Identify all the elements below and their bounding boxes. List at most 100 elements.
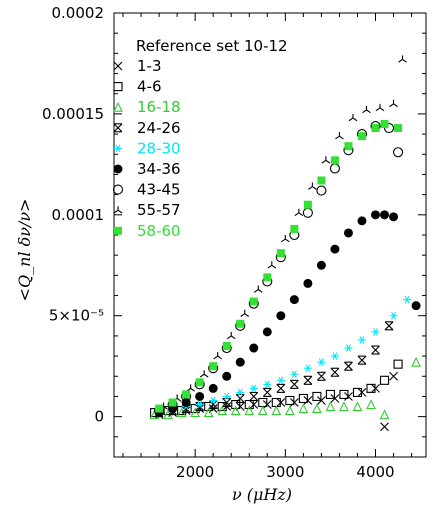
data-point	[389, 371, 398, 381]
data-point	[316, 185, 327, 196]
data-point	[240, 309, 250, 317]
data-point	[394, 124, 403, 133]
data-point	[343, 228, 353, 238]
legend-label: 28-30	[137, 139, 181, 157]
data-point	[209, 396, 218, 405]
data-point	[335, 132, 344, 140]
data-point	[271, 397, 281, 408]
data-point	[244, 399, 254, 410]
data-point	[262, 387, 272, 397]
data-point	[208, 383, 218, 393]
data-point	[249, 384, 258, 393]
data-point	[380, 210, 390, 220]
data-point	[411, 356, 421, 367]
data-point	[213, 352, 223, 360]
data-point	[362, 105, 371, 114]
data-point	[393, 359, 403, 369]
data-point	[276, 376, 285, 385]
data-point	[236, 388, 245, 397]
data-point	[226, 331, 236, 340]
legend-label: 24-26	[137, 119, 181, 137]
data-point	[357, 132, 366, 141]
data-point	[222, 392, 231, 401]
data-point	[289, 379, 299, 389]
y-tick-label: 0.00015	[42, 105, 104, 123]
data-point	[321, 156, 331, 164]
legend-marker-55-57	[113, 206, 123, 214]
y-tick-label: 0.0001	[52, 206, 105, 224]
data-point	[203, 407, 214, 418]
data-point	[195, 401, 205, 412]
data-point	[317, 371, 326, 381]
data-point	[348, 113, 358, 122]
legend-label: 4-6	[137, 78, 162, 96]
data-point	[290, 224, 299, 233]
legend-marker-24-26	[113, 123, 123, 133]
data-point	[303, 200, 312, 209]
data-point	[357, 216, 367, 226]
data-point	[303, 364, 312, 372]
legend-label: 43-45	[137, 181, 181, 199]
axis-ticks: 2000 3000 4000 0 5×10⁻⁵ 0.0001 0.00015 0.0002	[42, 4, 426, 481]
data-point	[236, 319, 245, 328]
data-point	[330, 156, 339, 165]
data-point	[230, 405, 241, 416]
data-point	[267, 261, 277, 269]
data-point	[398, 55, 407, 63]
data-point	[195, 391, 205, 401]
data-point	[298, 403, 309, 414]
data-point	[271, 405, 282, 416]
data-point	[352, 401, 363, 412]
x-tick-label: 3000	[266, 463, 304, 481]
data-point	[182, 390, 191, 399]
data-point	[155, 404, 164, 413]
data-point	[379, 375, 390, 385]
data-point	[303, 278, 313, 288]
data-point	[263, 380, 272, 389]
data-point	[339, 389, 349, 399]
legend-marker-28-30	[114, 144, 122, 153]
data-point	[168, 398, 177, 407]
data-point	[371, 328, 380, 336]
legend-label: 16-18	[137, 98, 181, 116]
data-point	[366, 383, 376, 393]
data-point	[344, 142, 353, 151]
data-point	[204, 401, 214, 412]
data-point	[339, 401, 349, 412]
data-point	[235, 357, 245, 367]
data-point	[298, 393, 308, 404]
data-point	[316, 260, 326, 270]
data-point	[330, 244, 340, 254]
data-point	[344, 361, 353, 371]
data-point	[357, 336, 366, 344]
legend-label: 1-3	[137, 57, 162, 75]
data-point	[302, 207, 313, 218]
x-tick-label: 4000	[356, 463, 394, 481]
data-point	[262, 327, 272, 337]
legend-marker-58-60	[114, 226, 122, 235]
data-point	[222, 371, 232, 381]
data-point	[371, 210, 381, 220]
data-point	[249, 391, 259, 402]
data-point	[325, 401, 336, 412]
data-points	[149, 55, 421, 432]
data-point	[244, 405, 255, 416]
data-point	[235, 393, 245, 404]
legend-marker-4-6	[113, 82, 123, 92]
legend-marker-1-3	[113, 61, 123, 71]
data-point	[371, 124, 380, 133]
data-point	[383, 122, 395, 134]
data-point	[389, 99, 398, 108]
data-point	[217, 405, 228, 416]
data-point	[330, 352, 339, 360]
data-point	[371, 345, 380, 355]
data-point	[308, 182, 317, 190]
data-point	[281, 235, 290, 243]
data-point	[352, 387, 363, 397]
data-point	[276, 383, 286, 393]
data-point	[357, 355, 367, 365]
y-tick-label: 0.0002	[52, 4, 105, 22]
data-point	[325, 389, 335, 399]
series-43-45	[154, 120, 404, 416]
